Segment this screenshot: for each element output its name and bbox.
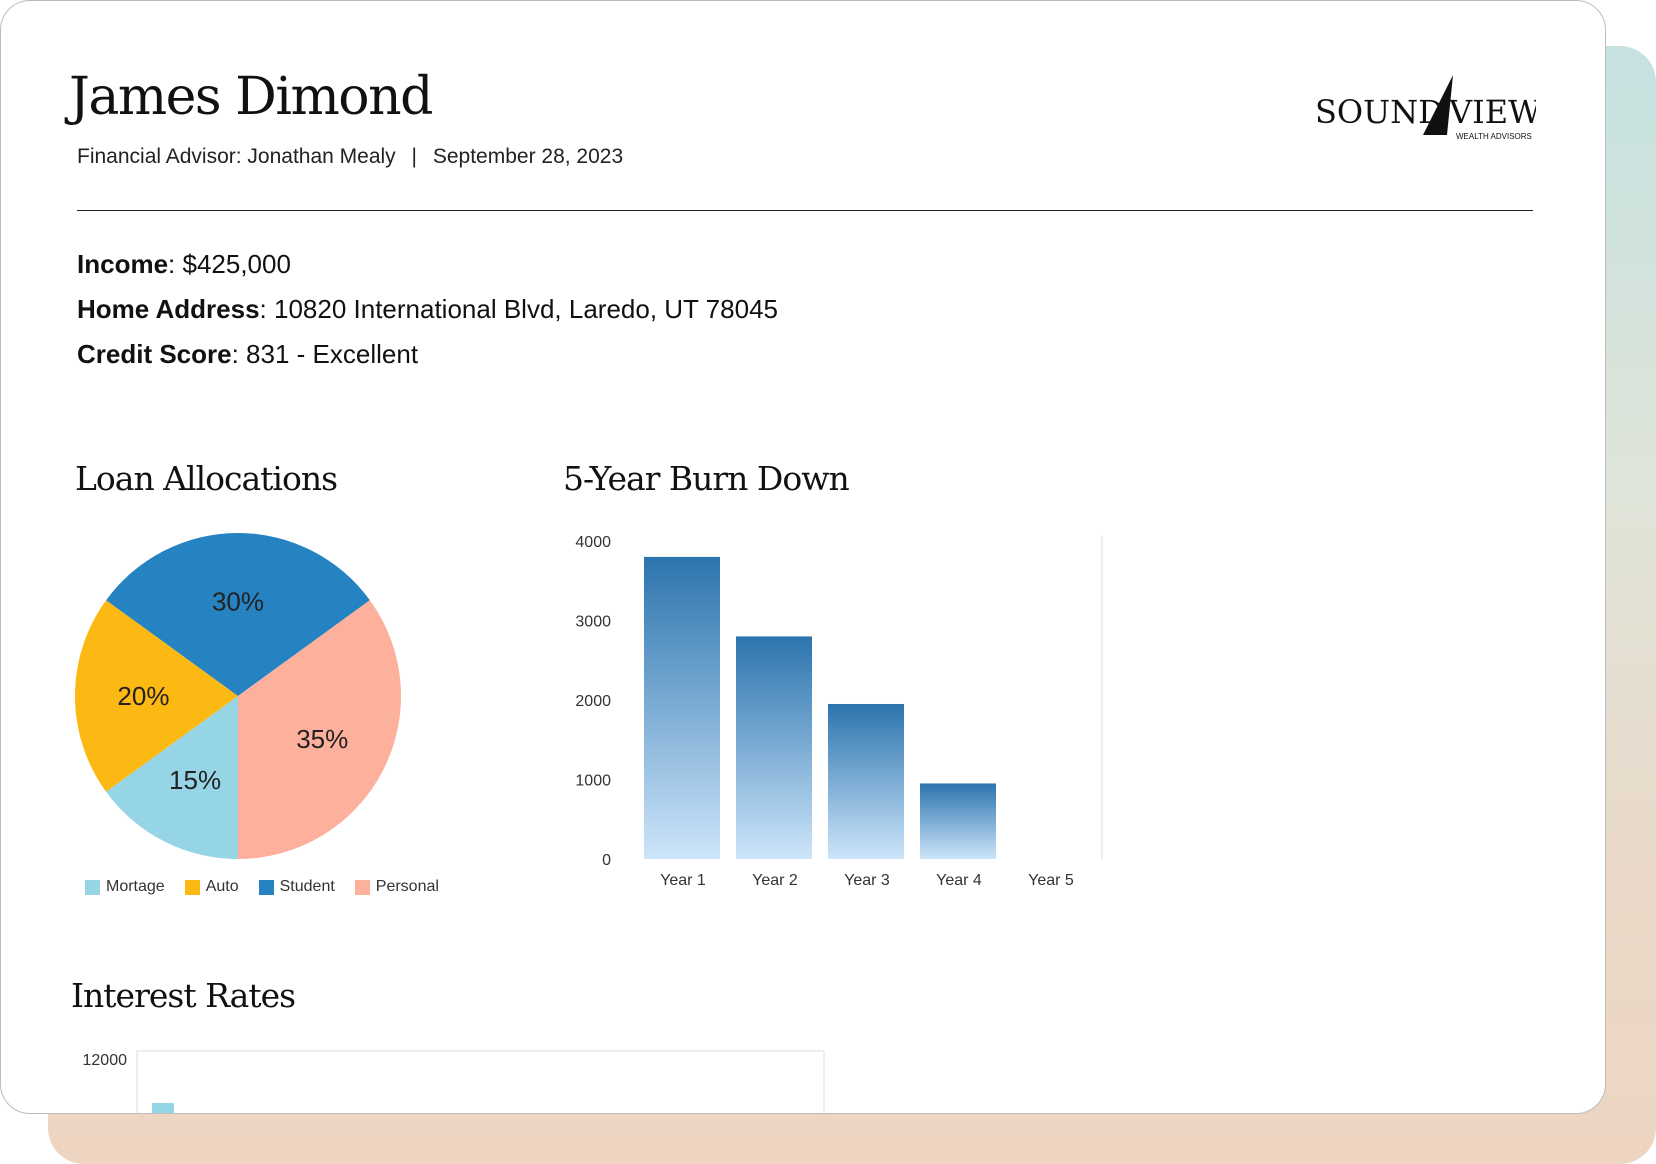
report-subtitle: Financial Advisor: Jonathan Mealy | Sept… <box>77 145 623 169</box>
pie-legend: Mortage Auto Student Personal <box>85 878 439 896</box>
bar-year-3 <box>828 703 904 859</box>
advisor-label: Financial Advisor: <box>77 145 242 168</box>
interest-rates-chart: 12000 <box>83 1050 825 1113</box>
legend-item-auto: Auto <box>184 878 239 896</box>
burn-down-bar-chart: 0 1000 2000 3000 4000 Year 1 Year 2 Year 3 Year … <box>575 534 1103 889</box>
rates-y-tick-label: 12000 <box>83 1052 128 1069</box>
income-value: : $425,000 <box>168 249 291 279</box>
x-tick-label: Year 4 <box>936 872 982 889</box>
address-row: Home Address: 10820 International Blvd, … <box>77 294 778 325</box>
pie-label-mortage: 15% <box>169 765 221 795</box>
x-tick-label: Year 5 <box>1028 872 1074 889</box>
legend-swatch-student <box>258 879 274 895</box>
y-tick-label: 3000 <box>575 614 611 631</box>
y-tick-label: 1000 <box>575 773 611 790</box>
legend-label-mortage: Mortage <box>106 878 165 895</box>
pie-label-personal: 35% <box>296 724 348 754</box>
sail-icon <box>1423 75 1453 135</box>
legend-item-personal: Personal <box>354 878 439 896</box>
legend-label-personal: Personal <box>375 878 439 895</box>
interest-rates-title: Interest Rates <box>71 976 296 1015</box>
bar-year-2 <box>736 636 812 859</box>
loan-allocations-title: Loan Allocations <box>75 459 338 498</box>
address-label: Home Address <box>77 294 260 324</box>
y-tick-label: 0 <box>602 852 611 869</box>
pie-label-auto: 20% <box>117 681 169 711</box>
legend-label-auto: Auto <box>205 878 239 895</box>
address-value: : 10820 International Blvd, Laredo, UT 7… <box>259 294 778 324</box>
legend-swatch-auto <box>184 879 200 895</box>
x-tick-label: Year 2 <box>752 872 798 889</box>
legend-item-student: Student <box>258 878 335 896</box>
advisor-name: Jonathan Mealy <box>247 145 396 168</box>
legend-item-mortage: Mortage <box>85 878 165 896</box>
loan-allocation-pie-chart: 15% 20% 30% 35% <box>74 533 402 859</box>
logo-tagline: WEALTH ADVISORS <box>1456 132 1532 141</box>
logo-brand-left: SOUND <box>1315 93 1444 131</box>
client-name: James Dimond <box>69 67 433 127</box>
pie-slice-student <box>106 533 370 696</box>
y-tick-label: 2000 <box>575 693 611 710</box>
income-label: Income <box>77 249 169 279</box>
credit-score-label: Credit Score <box>77 339 232 369</box>
y-tick-label: 4000 <box>575 534 611 551</box>
rates-plot-border <box>136 1050 825 1113</box>
pie-slice-personal <box>238 600 402 859</box>
legend-swatch-personal <box>354 879 370 895</box>
subtitle-separator: | <box>411 145 417 168</box>
report-date: September 28, 2023 <box>432 145 624 168</box>
legend-swatch-mortage <box>85 879 100 895</box>
x-tick-label: Year 1 <box>660 872 706 889</box>
x-tick-label: Year 3 <box>844 872 890 889</box>
rates-bar-partial <box>152 1103 174 1113</box>
legend-label-student: Student <box>279 878 335 895</box>
client-report-card: James Dimond Financial Advisor: Jonathan… <box>0 0 1606 1114</box>
soundview-logo: SOUND VIEW WEALTH ADVISORS <box>1315 75 1536 141</box>
burn-down-title: 5-Year Burn Down <box>563 459 850 498</box>
credit-score-value: : 831 - Excellent <box>231 339 419 369</box>
logo-brand-right: VIEW <box>1448 93 1536 131</box>
pie-slice-mortage <box>106 696 238 859</box>
income-row: Income: $425,000 <box>77 249 291 280</box>
pie-slice-auto <box>74 600 238 792</box>
credit-score-row: Credit Score: 831 - Excellent <box>77 339 418 370</box>
pie-label-student: 30% <box>212 586 264 616</box>
bar-year-4 <box>920 783 996 859</box>
header-divider <box>77 210 1533 211</box>
bar-year-1 <box>644 556 720 859</box>
pie-svg: 15% 20% 30% 35% <box>74 533 402 859</box>
